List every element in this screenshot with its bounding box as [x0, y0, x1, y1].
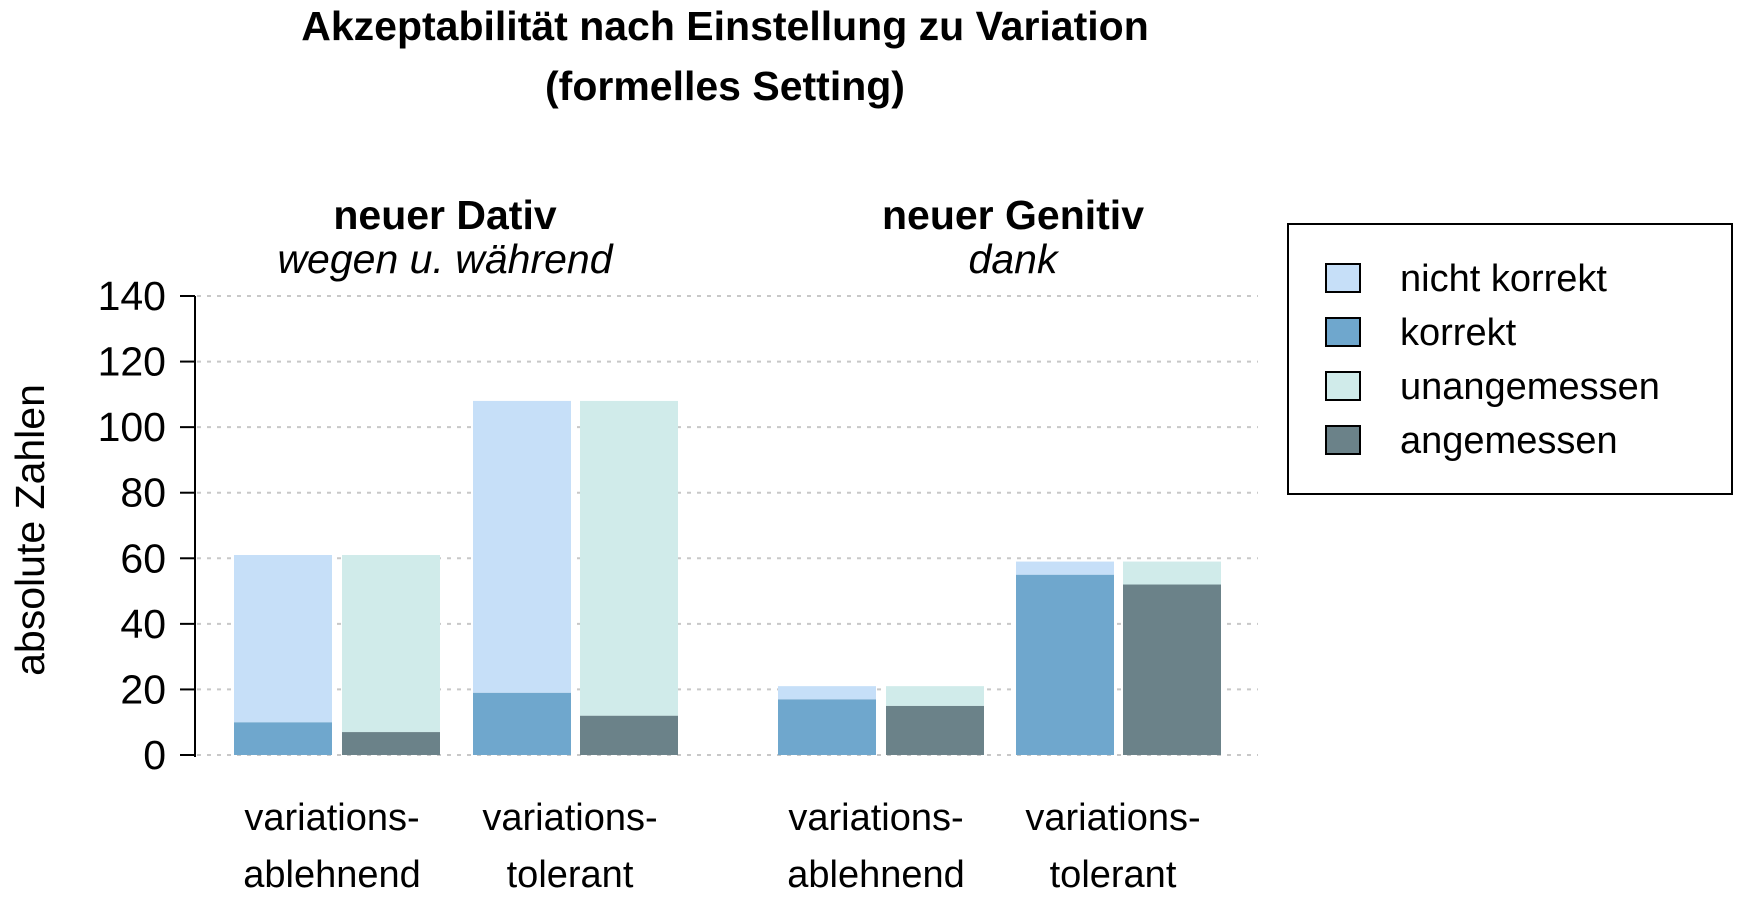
legend: nicht korrekt korrekt unangemessen angemess…	[1287, 223, 1733, 495]
legend-swatch	[1325, 317, 1361, 347]
x-category-label: variations-	[244, 797, 419, 839]
y-tick-label: 20	[120, 666, 166, 712]
legend-swatch	[1325, 263, 1361, 293]
legend-swatch	[1325, 371, 1361, 401]
legend-swatch	[1325, 425, 1361, 455]
x-category-label: ablehnend	[243, 854, 421, 896]
bar-segment-angemessen	[580, 715, 678, 755]
bar-segment-unangemessen	[886, 686, 984, 706]
y-tick-label: 0	[143, 732, 166, 778]
group-subtitle-dativ: wegen u. während	[277, 236, 613, 282]
legend-box	[1287, 223, 1733, 495]
x-category-label: variations-	[788, 797, 963, 839]
x-category-label: ablehnend	[787, 854, 965, 896]
bar-segment-angemessen	[1123, 584, 1221, 755]
y-tick-label: 100	[98, 404, 166, 450]
bar-segment-korrekt	[234, 722, 332, 755]
group-title-dativ: neuer Dativ	[333, 192, 556, 238]
y-tick-label: 60	[120, 535, 166, 581]
bar-segment-nicht-korrekt	[473, 400, 571, 693]
group-subtitle-genitiv: dank	[969, 236, 1060, 282]
chart-title-line-1: Akzeptabilität nach Einstellung zu Varia…	[301, 3, 1148, 49]
gridlines	[197, 295, 1258, 756]
x-category-label: tolerant	[1050, 854, 1177, 896]
bar-segment-nicht-korrekt	[234, 555, 332, 723]
bar-segment-nicht-korrekt	[778, 686, 876, 700]
chart-title-line-2: (formelles Setting)	[545, 63, 905, 109]
legend-label: nicht korrekt	[1400, 258, 1607, 300]
y-axis-ticks: 0 20 40 60 80 100 120 140	[98, 273, 195, 778]
bar-segment-angemessen	[342, 732, 440, 755]
y-tick-label: 80	[120, 470, 166, 516]
x-category-label: variations-	[1025, 797, 1200, 839]
bar-segment-korrekt	[473, 692, 571, 755]
bar-segment-korrekt	[1016, 574, 1114, 755]
bar-segment-korrekt	[778, 699, 876, 755]
legend-label: angemessen	[1400, 420, 1618, 462]
bar-segment-unangemessen	[580, 400, 678, 716]
legend-label: unangemessen	[1400, 366, 1660, 408]
bar-segment-unangemessen	[1123, 561, 1221, 585]
bar-segment-nicht-korrekt	[1016, 561, 1114, 575]
y-tick-label: 120	[98, 339, 166, 385]
legend-label: korrekt	[1400, 312, 1517, 354]
bar-segment-angemessen	[886, 705, 984, 755]
x-category-label: tolerant	[507, 854, 634, 896]
category-labels: variations-ablehnend variations-tolerant v…	[243, 797, 1200, 896]
group-title-genitiv: neuer Genitiv	[882, 192, 1144, 238]
bars	[234, 400, 1221, 755]
y-tick-label: 40	[120, 601, 166, 647]
y-axis-label: absolute Zahlen	[7, 384, 53, 676]
x-category-label: variations-	[482, 797, 657, 839]
y-tick-label: 140	[98, 273, 166, 319]
bar-segment-unangemessen	[342, 555, 440, 733]
